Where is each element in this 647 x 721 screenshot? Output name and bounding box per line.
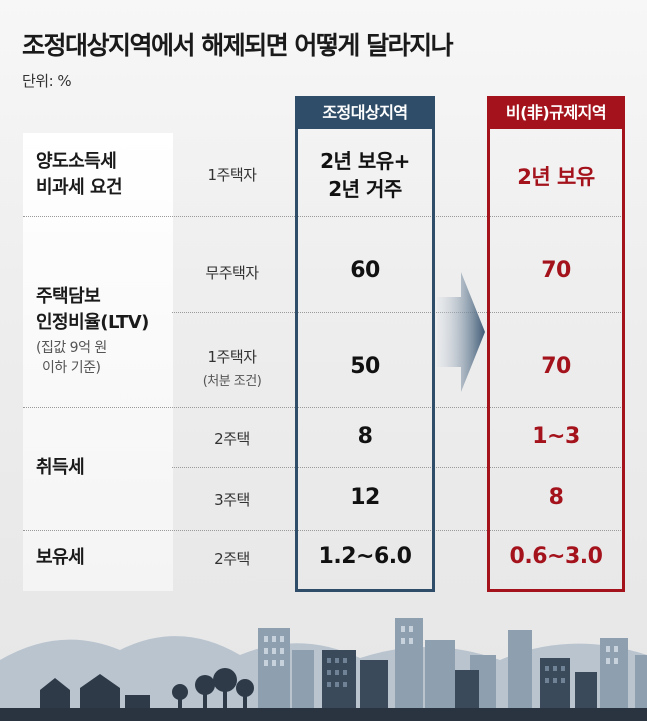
holding-label: 보유세 bbox=[36, 547, 85, 568]
acq-two-house-category: 2주택 bbox=[214, 430, 250, 448]
sub-row-divider bbox=[172, 467, 623, 468]
ltv-one-house-unregulated: 70 bbox=[541, 354, 571, 379]
arrow-right-icon bbox=[437, 272, 485, 392]
acq-three-house-regulated: 12 bbox=[350, 485, 380, 510]
holding-unregulated: 0.6~3.0 bbox=[509, 544, 603, 569]
holding-category: 2주택 bbox=[214, 550, 250, 568]
unregulated-column-header: 비(非)규제지역 bbox=[487, 96, 625, 129]
acq-two-house-unregulated: 1~3 bbox=[532, 424, 580, 449]
page-title: 조정대상지역에서 해제되면 어떻게 달라지나 bbox=[22, 31, 454, 60]
tax-exempt-unregulated: 2년 보유 bbox=[517, 165, 595, 189]
tax-exempt-regulated: 2년 보유+ 2년 거주 bbox=[320, 149, 410, 201]
row-divider bbox=[23, 407, 623, 408]
ltv-one-house-regulated: 50 bbox=[350, 354, 380, 379]
tax-exempt-label: 양도소득세 비과세 요건 bbox=[36, 151, 123, 198]
ltv-note: (집값 9억 원 이하 기준) bbox=[36, 340, 107, 376]
acquisition-label: 취득세 bbox=[36, 457, 85, 478]
acq-three-house-unregulated: 8 bbox=[548, 485, 564, 510]
ltv-no-house-regulated: 60 bbox=[350, 258, 380, 283]
acq-two-house-regulated: 8 bbox=[357, 424, 373, 449]
city-skyline-illustration bbox=[0, 618, 647, 721]
acq-three-house-category: 3주택 bbox=[214, 491, 250, 509]
unit-label: 단위: % bbox=[22, 72, 72, 90]
row-divider bbox=[23, 216, 623, 217]
label-column bbox=[23, 133, 173, 591]
row-divider bbox=[23, 530, 623, 531]
regulated-column-header: 조정대상지역 bbox=[295, 96, 435, 129]
tax-exempt-category: 1주택자 bbox=[207, 166, 257, 184]
sub-row-divider bbox=[172, 312, 623, 313]
holding-regulated: 1.2~6.0 bbox=[318, 544, 412, 569]
ltv-no-house-unregulated: 70 bbox=[541, 258, 571, 283]
ltv-label: 주택담보 인정비율(LTV) bbox=[36, 286, 149, 333]
ltv-one-house-category: 1주택자 (처분 조건) bbox=[202, 348, 262, 389]
ltv-no-house-category: 무주택자 bbox=[205, 264, 259, 282]
